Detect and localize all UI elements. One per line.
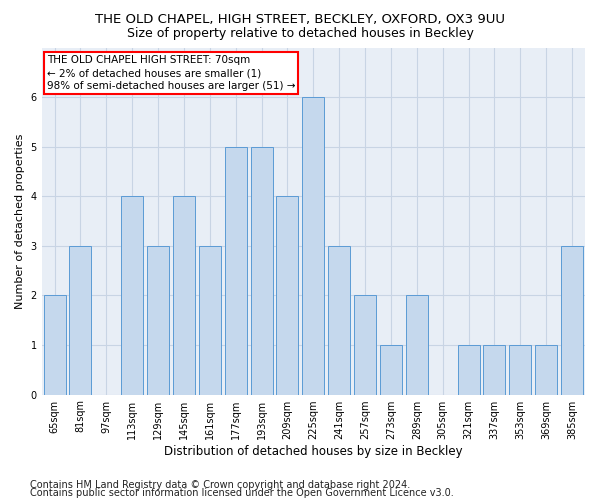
Text: Contains public sector information licensed under the Open Government Licence v3: Contains public sector information licen… [30, 488, 454, 498]
Bar [44, 296, 65, 394]
Text: Size of property relative to detached houses in Beckley: Size of property relative to detached ho… [127, 28, 473, 40]
Bar [354, 296, 376, 394]
Bar [225, 146, 247, 394]
Bar [121, 196, 143, 394]
Bar [458, 345, 479, 395]
Bar [147, 246, 169, 394]
Text: THE OLD CHAPEL HIGH STREET: 70sqm
← 2% of detached houses are smaller (1)
98% of: THE OLD CHAPEL HIGH STREET: 70sqm ← 2% o… [47, 55, 295, 92]
Bar [199, 246, 221, 394]
X-axis label: Distribution of detached houses by size in Beckley: Distribution of detached houses by size … [164, 444, 463, 458]
Y-axis label: Number of detached properties: Number of detached properties [15, 134, 25, 308]
Text: THE OLD CHAPEL, HIGH STREET, BECKLEY, OXFORD, OX3 9UU: THE OLD CHAPEL, HIGH STREET, BECKLEY, OX… [95, 12, 505, 26]
Bar [484, 345, 505, 395]
Bar [561, 246, 583, 394]
Bar [406, 296, 428, 394]
Bar [70, 246, 91, 394]
Text: Contains HM Land Registry data © Crown copyright and database right 2024.: Contains HM Land Registry data © Crown c… [30, 480, 410, 490]
Bar [251, 146, 272, 394]
Bar [302, 97, 325, 394]
Bar [328, 246, 350, 394]
Bar [173, 196, 195, 394]
Bar [277, 196, 298, 394]
Bar [380, 345, 402, 395]
Bar [535, 345, 557, 395]
Bar [509, 345, 532, 395]
